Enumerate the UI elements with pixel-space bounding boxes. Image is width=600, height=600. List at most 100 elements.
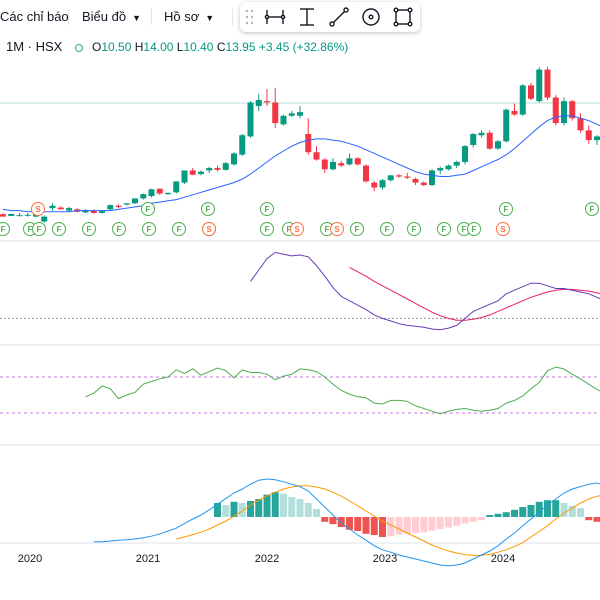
macd-histogram-bar: [214, 503, 221, 517]
event-marker-circle: [172, 222, 186, 236]
horizontal-range-icon[interactable]: [264, 6, 286, 28]
macd-histogram-bar: [313, 509, 320, 517]
event-marker-circle: [141, 202, 155, 216]
stochastic-d-line: [349, 266, 600, 321]
candle-body: [305, 134, 312, 153]
candle-body: [354, 158, 361, 165]
event-marker-circle: [407, 222, 421, 236]
event-marker-circle: [499, 202, 513, 216]
open-label: O: [92, 40, 102, 54]
candle-body: [363, 165, 369, 182]
macd-histogram-bar: [395, 517, 403, 535]
event-marker-icon: F: [585, 202, 599, 216]
candle-body: [165, 192, 171, 195]
event-marker-label: F: [472, 225, 477, 234]
vertical-range-icon[interactable]: [296, 6, 318, 28]
candle-body: [445, 165, 452, 170]
event-marker-icon: F: [32, 222, 46, 236]
event-marker-icon: F: [499, 202, 513, 216]
rectangle-tool-icon[interactable]: [392, 6, 414, 28]
candle-body: [544, 69, 551, 98]
macd-histogram-bar: [445, 517, 452, 528]
macd-histogram-bar: [379, 517, 386, 537]
candle-body: [478, 132, 485, 136]
candle-body: [371, 182, 378, 188]
macd-histogram-bar: [428, 517, 436, 531]
macd-histogram-bar: [329, 517, 337, 525]
circle-tool-icon[interactable]: [360, 6, 382, 28]
candle-body: [321, 159, 328, 170]
macd-histogram-bar: [362, 517, 370, 534]
drawing-tools-panel: [240, 2, 420, 32]
stochastic-k-line: [250, 251, 600, 331]
candle-body: [82, 209, 89, 213]
candle-body: [140, 194, 147, 199]
event-marker-label: F: [206, 205, 211, 214]
event-marker-icon: F: [457, 222, 471, 236]
candle-body: [239, 135, 246, 155]
events-row: SFFFFFFFFFFFFFFSFFSFSFFFFFFS: [0, 202, 599, 236]
ohlc-values: O10.50 H14.00 L10.40 C13.95 +3.45 (+32.8…: [92, 40, 348, 54]
candle-body: [16, 215, 23, 217]
event-marker-icon: F: [467, 222, 481, 236]
drag-handle-icon[interactable]: [245, 9, 255, 25]
chevron-down-icon: ▼: [132, 13, 142, 23]
time-axis-label: 2024: [491, 553, 515, 565]
candle-body: [107, 205, 114, 210]
chart-type-button[interactable]: Biểu đồ ▼: [82, 0, 141, 34]
event-marker-circle: [380, 222, 394, 236]
candle-body: [561, 101, 567, 124]
event-marker-label: S: [206, 225, 212, 234]
event-marker-circle: [437, 222, 451, 236]
profile-button[interactable]: Hồ sơ ▼: [164, 0, 214, 34]
event-marker-circle: [496, 222, 510, 236]
event-marker-label: F: [590, 205, 595, 214]
time-axis: 2020 2021 2022 2023 2024: [18, 553, 515, 565]
event-marker-icon: F: [437, 222, 451, 236]
candle-body: [420, 182, 427, 186]
candle-body: [247, 102, 254, 137]
event-marker-label: F: [117, 225, 122, 234]
candle-body: [222, 163, 229, 170]
event-marker-icon: F: [142, 222, 156, 236]
macd-histogram-bar: [436, 517, 444, 529]
event-marker-icon: F: [380, 222, 394, 236]
candle-body: [486, 132, 493, 149]
event-marker-label: F: [412, 225, 417, 234]
candle-body: [264, 101, 270, 103]
event-marker-icon: S: [330, 222, 344, 236]
event-marker-icon: F: [172, 222, 186, 236]
close-value: 13.95: [225, 40, 256, 54]
rsi-pane: [85, 366, 600, 415]
macd-histogram-bar: [593, 517, 600, 522]
candle-body: [569, 101, 576, 119]
macd-histogram-bar: [222, 505, 230, 517]
trend-line-icon[interactable]: [328, 6, 350, 28]
event-marker-icon: F: [260, 202, 274, 216]
macd-pane: [93, 478, 600, 567]
stochastic-pane: [250, 251, 600, 331]
event-marker-icon: F: [82, 222, 96, 236]
candle-body: [0, 214, 6, 217]
moving-average-series: [2, 115, 600, 213]
event-marker-label: F: [147, 225, 152, 234]
event-marker-circle: [201, 202, 215, 216]
macd-histogram-bar: [420, 517, 428, 533]
time-axis-label: 2022: [255, 553, 279, 565]
candle-body: [552, 97, 559, 124]
candle-body: [181, 170, 188, 183]
low-label: L: [176, 40, 184, 54]
indicators-button[interactable]: Các chỉ báo: [0, 0, 69, 34]
macd-histogram-bar: [238, 503, 246, 517]
macd-histogram-bar: [560, 503, 568, 517]
macd-histogram-bar: [296, 499, 304, 517]
macd-histogram-bar: [535, 501, 543, 517]
candle-body: [132, 198, 138, 204]
event-marker-circle: [31, 202, 45, 216]
candle-body: [173, 181, 180, 193]
pane-separators: [0, 240, 600, 544]
macd-histogram-bar: [494, 513, 502, 517]
candle-body: [272, 102, 279, 124]
macd-histogram-bar: [486, 515, 494, 517]
